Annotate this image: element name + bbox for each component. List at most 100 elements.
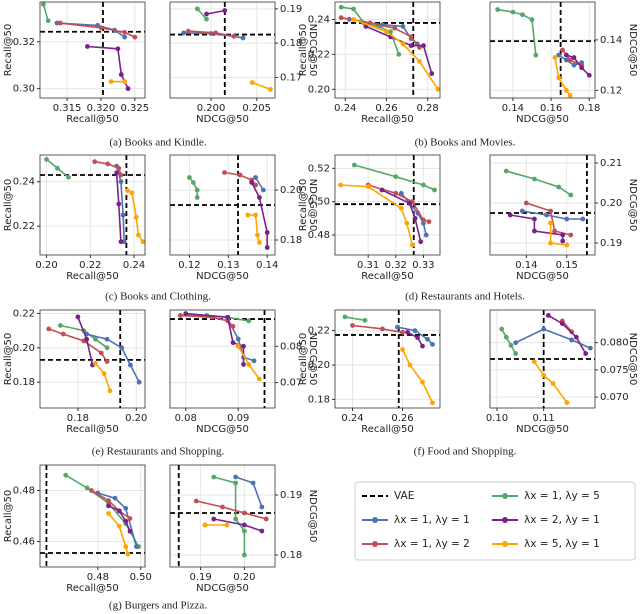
y-axis-label: Recall@50 bbox=[298, 24, 309, 77]
y-tick-label: 0.46 bbox=[13, 537, 35, 548]
point bbox=[548, 208, 553, 214]
point bbox=[421, 182, 426, 188]
plot-frame bbox=[489, 309, 596, 409]
y-tick-label: 0.075 bbox=[600, 365, 629, 376]
x-axis-label: Recall@50 bbox=[361, 271, 414, 282]
point bbox=[118, 239, 124, 245]
x-tick-label: 0.14 bbox=[256, 260, 278, 271]
point bbox=[520, 12, 525, 18]
point bbox=[432, 187, 437, 193]
point bbox=[187, 175, 192, 180]
point bbox=[365, 184, 371, 190]
point bbox=[123, 518, 129, 524]
point bbox=[544, 212, 549, 218]
point bbox=[231, 33, 237, 39]
caption: (g) Burgers and Pizza. bbox=[109, 600, 207, 612]
point bbox=[579, 65, 585, 71]
point bbox=[183, 311, 189, 317]
point bbox=[233, 516, 239, 522]
point bbox=[541, 326, 547, 332]
point bbox=[407, 362, 413, 368]
point bbox=[559, 321, 565, 327]
y-tick-label: 0.20 bbox=[13, 343, 35, 354]
x-axis-label: Recall@50 bbox=[361, 114, 414, 125]
point bbox=[420, 343, 425, 349]
point bbox=[351, 6, 356, 12]
point bbox=[233, 480, 239, 486]
point bbox=[532, 228, 537, 234]
point bbox=[211, 516, 217, 522]
series-line bbox=[505, 170, 572, 196]
point bbox=[567, 57, 573, 63]
point bbox=[193, 498, 199, 504]
point bbox=[398, 190, 404, 196]
caption: (c) Books and Clothing. bbox=[105, 291, 211, 303]
plot-area bbox=[170, 2, 275, 98]
point bbox=[573, 334, 579, 340]
legend-label: λx = 1, λy = 1 bbox=[394, 514, 470, 526]
point bbox=[532, 176, 537, 182]
point bbox=[367, 20, 373, 26]
x-tick-label: 0.24 bbox=[341, 413, 363, 424]
y-tick-label: 0.24 bbox=[13, 177, 35, 188]
point bbox=[393, 174, 399, 180]
point bbox=[257, 240, 262, 245]
point bbox=[503, 168, 509, 174]
point bbox=[412, 215, 418, 221]
point bbox=[556, 184, 562, 190]
plot-frame bbox=[334, 154, 441, 256]
y-tick-label: 0.17 bbox=[280, 72, 302, 83]
point bbox=[241, 522, 247, 528]
point bbox=[264, 245, 270, 250]
point bbox=[204, 16, 209, 22]
y-tick-label: 0.070 bbox=[600, 392, 629, 403]
x-tick-label: 0.20 bbox=[125, 413, 147, 424]
point bbox=[121, 239, 127, 245]
point bbox=[66, 174, 71, 180]
y-tick-label: 0.52 bbox=[308, 163, 330, 174]
point bbox=[93, 336, 98, 342]
y-axis-label: Recall@50 bbox=[3, 179, 14, 232]
point bbox=[408, 34, 414, 40]
point bbox=[178, 313, 183, 318]
point bbox=[241, 343, 246, 349]
point bbox=[587, 345, 593, 351]
point bbox=[122, 34, 128, 40]
point bbox=[241, 528, 247, 534]
point bbox=[246, 362, 252, 367]
point bbox=[398, 205, 404, 211]
point bbox=[104, 345, 110, 351]
point bbox=[338, 182, 343, 188]
y-axis-label: NDCG@50 bbox=[307, 333, 318, 386]
point bbox=[84, 485, 90, 491]
y-tick-label: 0.18 bbox=[308, 394, 330, 405]
point bbox=[586, 72, 592, 78]
x-tick-label: 0.18 bbox=[67, 413, 89, 424]
plot-area bbox=[40, 155, 145, 255]
point bbox=[351, 17, 356, 22]
x-tick-label: 0.48 bbox=[87, 572, 109, 583]
point bbox=[384, 29, 389, 35]
point bbox=[63, 472, 69, 478]
legend-label: VAE bbox=[394, 490, 414, 502]
point bbox=[60, 331, 66, 337]
point bbox=[400, 347, 405, 352]
point bbox=[420, 379, 425, 385]
point bbox=[220, 504, 225, 510]
point bbox=[44, 157, 49, 162]
series-line bbox=[90, 489, 131, 520]
x-axis-label: NDCG@50 bbox=[196, 114, 249, 125]
y-tick-label: 0.22 bbox=[308, 326, 330, 337]
series-line bbox=[254, 177, 264, 191]
x-tick-label: 0.200 bbox=[197, 103, 226, 114]
series-line bbox=[188, 177, 198, 198]
series-line bbox=[94, 160, 122, 176]
point bbox=[418, 239, 424, 245]
point bbox=[114, 170, 119, 176]
caption: (a) Books and Kindle. bbox=[109, 137, 206, 149]
legend-marker bbox=[502, 541, 508, 547]
point bbox=[362, 317, 368, 323]
point bbox=[233, 474, 239, 480]
